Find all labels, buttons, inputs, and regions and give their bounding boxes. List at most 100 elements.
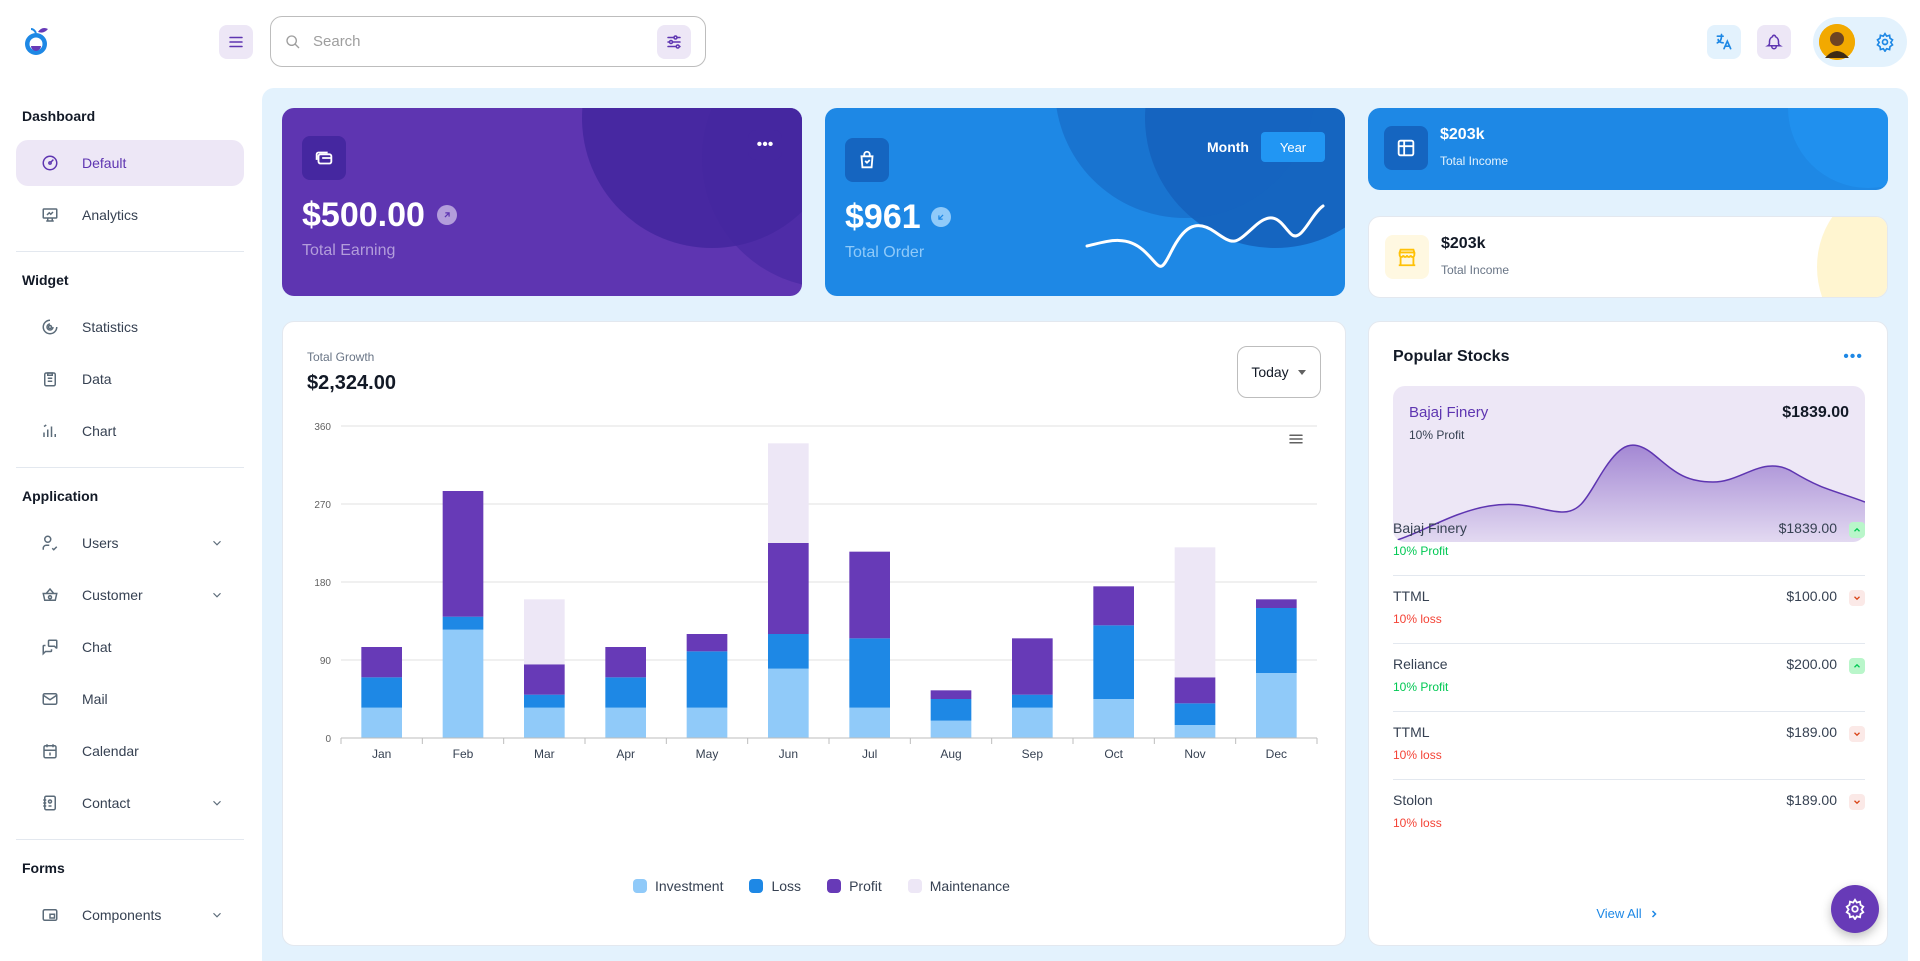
- customize-settings-button[interactable]: [1831, 885, 1879, 933]
- bar-segment: [849, 707, 890, 738]
- bar-segment: [1174, 677, 1216, 704]
- language-button[interactable]: [1707, 25, 1741, 59]
- sidebar-item-analytics[interactable]: Analytics: [16, 192, 244, 238]
- clipboard-list-icon: [40, 369, 60, 389]
- sidebar-section-dashboard: Dashboard: [22, 108, 96, 124]
- income-label: Total Income: [1441, 263, 1510, 277]
- arrow-down-left-icon: [931, 207, 951, 227]
- filter-button[interactable]: [657, 24, 691, 59]
- credit-card-icon: [313, 147, 335, 169]
- sidebar-item-statistics[interactable]: Statistics: [16, 304, 244, 350]
- stock-row[interactable]: Bajaj Finery 10% Profit $1839.00: [1393, 508, 1865, 576]
- sidebar-item-customer[interactable]: Customer: [16, 572, 244, 618]
- stock-area-chart: [1396, 444, 1865, 542]
- sidebar-item-data[interactable]: Data: [16, 356, 244, 402]
- stock-price: $100.00: [1786, 588, 1837, 604]
- bar-segment: [849, 638, 890, 708]
- view-all-link[interactable]: View All: [1369, 906, 1887, 921]
- sidebar-item-chart[interactable]: Chart: [16, 408, 244, 454]
- sidebar-item-default[interactable]: Default: [16, 140, 244, 186]
- bar-segment: [1174, 547, 1216, 678]
- sidebar-item-contact[interactable]: Contact: [16, 780, 244, 826]
- more-options-button[interactable]: •••: [748, 130, 782, 160]
- bar-segment: [605, 677, 646, 708]
- app-logo-icon[interactable]: [22, 25, 52, 57]
- basket-icon: [40, 585, 60, 605]
- y-tick-label: 0: [325, 734, 331, 745]
- sidebar-item-chat[interactable]: Chat: [16, 624, 244, 670]
- stock-price: $189.00: [1786, 724, 1837, 740]
- y-tick-label: 270: [314, 500, 331, 511]
- dashboard-icon: [40, 153, 60, 173]
- x-tick-label: Aug: [940, 747, 961, 761]
- stock-name: Reliance: [1393, 656, 1448, 672]
- sidebar-item-label: Contact: [82, 795, 131, 811]
- legend-item[interactable]: Maintenance: [907, 878, 1010, 894]
- earning-label: Total Earning: [302, 242, 396, 259]
- top-bar: [0, 0, 1920, 88]
- sidebar-item-label: Analytics: [82, 207, 139, 223]
- stock-row[interactable]: Reliance 10% Profit $200.00: [1393, 644, 1865, 712]
- stock-row[interactable]: Stolon 10% loss $189.00: [1393, 780, 1865, 848]
- year-toggle-button[interactable]: Year: [1261, 132, 1325, 162]
- chart-legend: Investment Loss Profit Maintenance: [633, 878, 1010, 894]
- stock-change: 10% loss: [1393, 748, 1442, 762]
- order-label: Total Order: [845, 244, 925, 261]
- more-options-button[interactable]: •••: [1843, 348, 1863, 366]
- legend-item[interactable]: Investment: [633, 878, 723, 894]
- sidebar: Dashboard Default Analytics Widget Stati…: [0, 88, 262, 961]
- legend-label: Loss: [771, 878, 802, 894]
- bar-segment: [1174, 703, 1216, 725]
- sidebar-item-mail[interactable]: Mail: [16, 676, 244, 722]
- bar-segment: [1012, 638, 1053, 695]
- sidebar-item-users[interactable]: Users: [16, 520, 244, 566]
- address-book-icon: [40, 793, 60, 813]
- profile-menu[interactable]: [1813, 17, 1907, 67]
- x-tick-label: Feb: [453, 747, 474, 761]
- highlight-stock-name: Bajaj Finery: [1409, 404, 1489, 421]
- stock-row[interactable]: TTML 10% loss $189.00: [1393, 712, 1865, 780]
- bar-segment: [442, 491, 484, 617]
- sidebar-item-label: Mail: [82, 691, 108, 707]
- bar-segment: [361, 677, 402, 708]
- sidebar-item-label: Default: [82, 155, 127, 171]
- x-tick-label: Oct: [1104, 747, 1123, 761]
- y-tick-label: 90: [320, 656, 332, 667]
- sidebar-item-label: Customer: [82, 587, 143, 603]
- sidebar-divider: [16, 467, 244, 468]
- chart-menu-button[interactable]: [1287, 430, 1305, 448]
- bar-segment: [1256, 608, 1297, 673]
- legend-item[interactable]: Loss: [749, 878, 801, 894]
- period-select-value: Today: [1251, 364, 1289, 380]
- total-income-card-light: $203k Total Income: [1368, 216, 1888, 298]
- bar-segment: [686, 634, 728, 652]
- menu-icon: [1287, 430, 1305, 448]
- growth-title: Total Growth: [307, 350, 375, 364]
- stock-row[interactable]: TTML 10% loss $100.00: [1393, 576, 1865, 644]
- x-tick-label: Apr: [616, 747, 635, 761]
- user-check-icon: [40, 533, 60, 553]
- bar-segment: [605, 707, 646, 738]
- legend-item[interactable]: Profit: [827, 878, 882, 894]
- bar-segment: [849, 551, 890, 639]
- notifications-button[interactable]: [1757, 25, 1791, 59]
- legend-swatch: [749, 879, 764, 893]
- x-tick-label: Dec: [1266, 747, 1287, 761]
- bar-segment: [524, 707, 565, 738]
- x-tick-label: May: [696, 747, 719, 761]
- month-toggle-button[interactable]: Month: [1207, 139, 1249, 155]
- sidebar-section-widget: Widget: [22, 272, 69, 288]
- chevron-down-icon: [1849, 794, 1865, 810]
- chart-bars-icon: [40, 421, 60, 441]
- chevron-up-icon: [1849, 658, 1865, 674]
- search-input[interactable]: [313, 33, 657, 50]
- order-icon-box: [845, 138, 889, 182]
- menu-toggle-button[interactable]: [219, 25, 253, 59]
- stock-price: $1839.00: [1778, 520, 1837, 536]
- earning-icon-box: [302, 136, 346, 180]
- highlight-stock-price: $1839.00: [1782, 404, 1849, 421]
- sidebar-item-calendar[interactable]: Calendar: [16, 728, 244, 774]
- sidebar-item-components[interactable]: Components: [16, 892, 244, 938]
- period-select[interactable]: Today: [1237, 346, 1321, 398]
- sidebar-section-application: Application: [22, 488, 99, 504]
